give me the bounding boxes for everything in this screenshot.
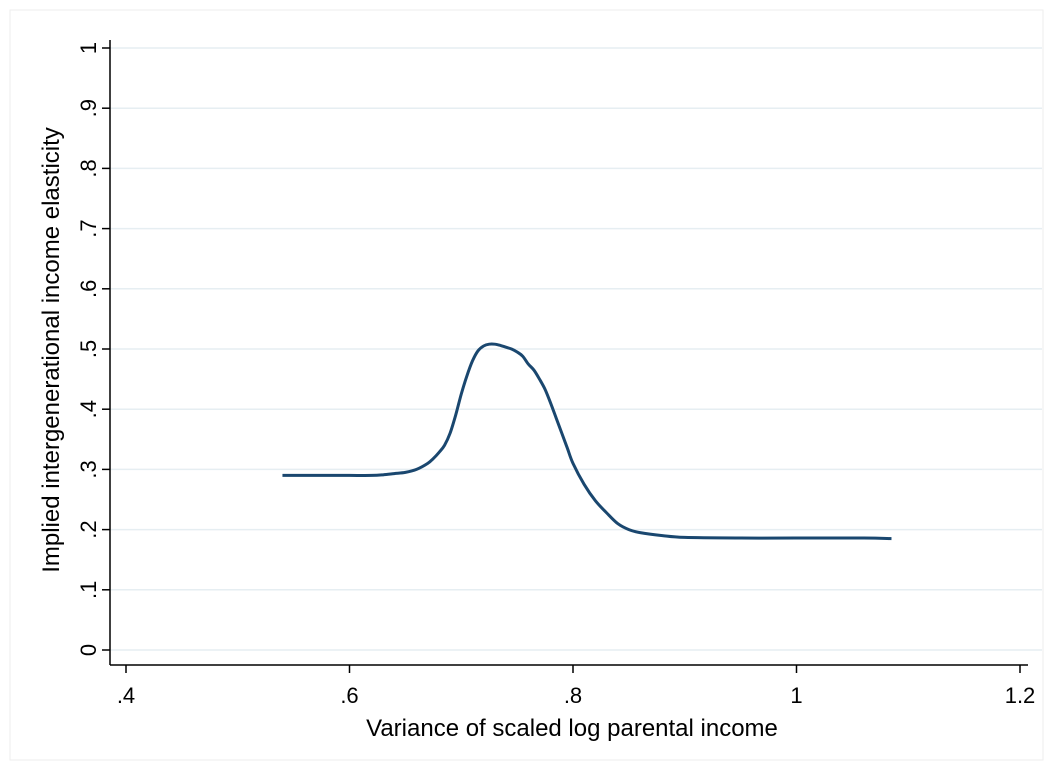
figure-background: [9, 9, 1044, 761]
y-tick-label-7: .7: [76, 219, 101, 237]
x-tick-label-4: 1.2: [1005, 683, 1036, 708]
y-tick-label-4: .4: [76, 400, 101, 418]
axes: 0 .1 .2 .3 .4 .5 .6 .7 .8 .9 1 .4 .6 .8 1 1.2: [76, 40, 1035, 708]
y-tick-label-2: .2: [76, 520, 101, 538]
x-tick-label-0: .4: [117, 683, 135, 708]
y-tick-label-5: .5: [76, 340, 101, 358]
y-tick-label-9: .9: [76, 99, 101, 117]
x-tick-label-2: .8: [564, 683, 582, 708]
y-axis-label: Implied intergenerational income elastic…: [38, 127, 65, 573]
y-tick-label-8: .8: [76, 159, 101, 177]
grid-lines: [110, 47, 1042, 651]
data-lines: [282, 342, 892, 541]
y-tick-label-10: 1: [76, 42, 101, 54]
series-line-0: [282, 342, 892, 541]
y-tick-label-6: .6: [76, 280, 101, 298]
x-tick-label-1: .6: [340, 683, 358, 708]
x-tick-label-3: 1: [790, 683, 802, 708]
y-tick-label-3: .3: [76, 460, 101, 478]
y-tick-label-0: 0: [76, 644, 101, 656]
y-tick-label-1: .1: [76, 581, 101, 599]
x-axis-label: Variance of scaled log parental income: [366, 715, 778, 742]
